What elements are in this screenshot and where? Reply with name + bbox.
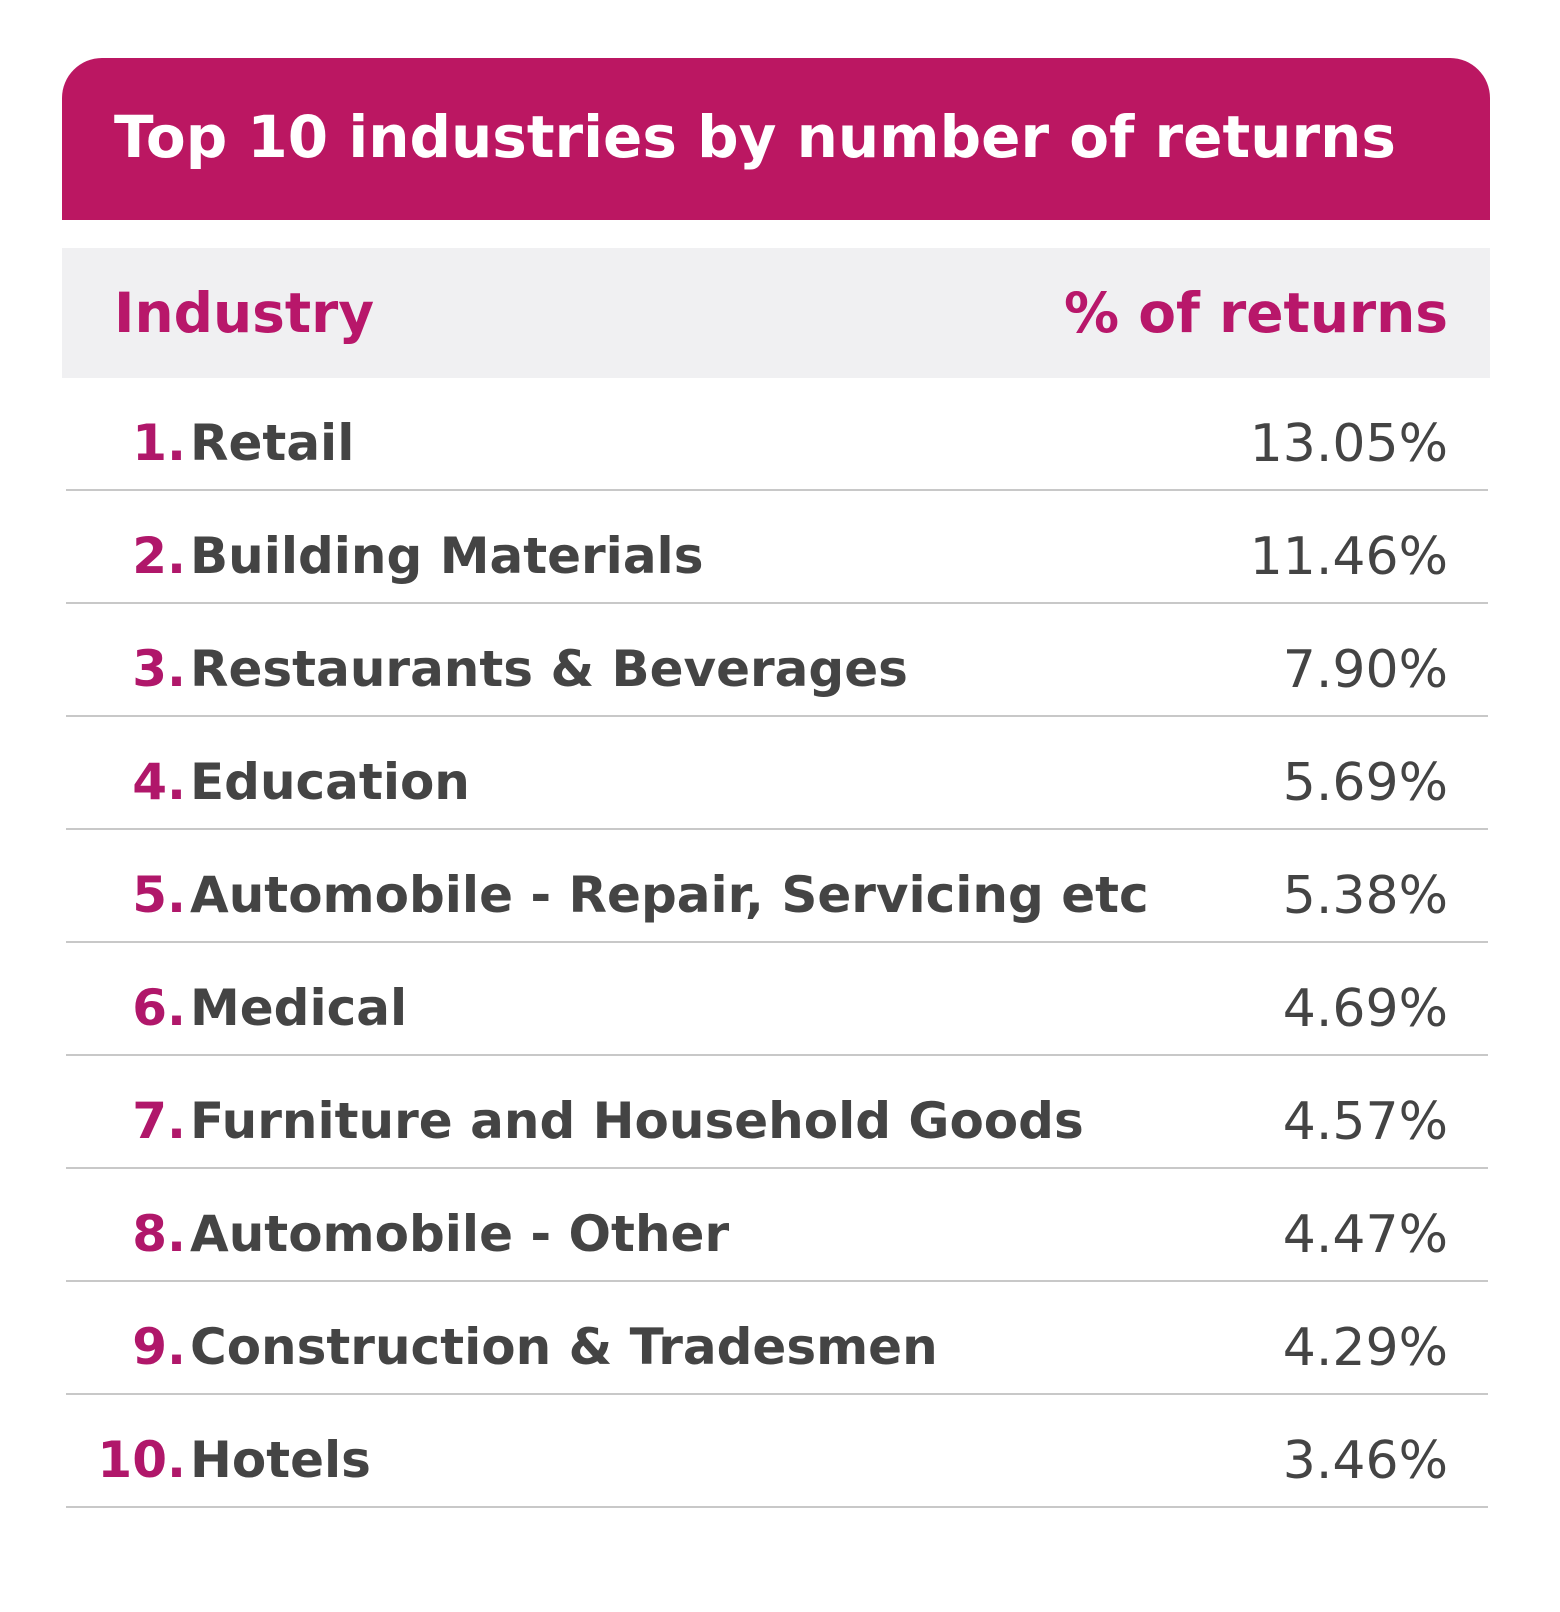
row-percent-value: 13.05%	[1249, 414, 1448, 474]
row-rank: 5.	[132, 866, 186, 924]
row-percent-value: 11.46%	[1249, 527, 1448, 587]
header-percent-of-returns: % of returns	[1063, 281, 1448, 345]
row-rank: 9.	[132, 1318, 186, 1376]
table-row: 8. Automobile - Other 4.47%	[66, 1169, 1488, 1282]
row-rank: 3.	[132, 640, 186, 698]
table-row: 10. Hotels 3.46%	[66, 1395, 1488, 1508]
table-row: 7. Furniture and Household Goods 4.57%	[66, 1056, 1488, 1169]
table-row: 1. Retail 13.05%	[66, 378, 1488, 491]
table-row: 4. Education 5.69%	[66, 717, 1488, 830]
row-percent-value: 5.69%	[1282, 753, 1448, 813]
row-percent-value: 7.90%	[1282, 640, 1448, 700]
industries-table-card: Top 10 industries by number of returns I…	[62, 58, 1490, 1508]
row-industry-name: Automobile - Repair, Servicing etc	[190, 866, 1149, 924]
table-row: 6. Medical 4.69%	[66, 943, 1488, 1056]
row-rank: 6.	[132, 979, 186, 1037]
header-industry: Industry	[114, 281, 375, 345]
row-rank: 4.	[132, 753, 186, 811]
table-header-row: Industry % of returns	[62, 248, 1490, 378]
row-industry-name: Retail	[190, 414, 355, 472]
row-rank: 7.	[132, 1092, 186, 1150]
row-industry-name: Building Materials	[190, 527, 704, 585]
row-percent-value: 4.57%	[1282, 1092, 1448, 1152]
row-industry-name: Education	[190, 753, 470, 811]
row-industry-name: Automobile - Other	[190, 1205, 730, 1263]
row-industry-name: Construction & Tradesmen	[190, 1318, 938, 1376]
title-bar: Top 10 industries by number of returns	[62, 58, 1490, 220]
row-percent-value: 5.38%	[1282, 866, 1448, 926]
row-rank: 2.	[132, 527, 186, 585]
table-row: 2. Building Materials 11.46%	[66, 491, 1488, 604]
row-rank: 8.	[132, 1205, 186, 1263]
row-percent-value: 4.69%	[1282, 979, 1448, 1039]
table-row: 5. Automobile - Repair, Servicing etc 5.38…	[66, 830, 1488, 943]
table-row: 9. Construction & Tradesmen 4.29%	[66, 1282, 1488, 1395]
row-percent-value: 4.47%	[1282, 1205, 1448, 1265]
row-industry-name: Restaurants & Beverages	[190, 640, 908, 698]
table-title: Top 10 industries by number of returns	[114, 103, 1396, 171]
row-percent-value: 4.29%	[1282, 1318, 1448, 1378]
row-industry-name: Medical	[190, 979, 408, 1037]
row-rank: 1.	[132, 414, 186, 472]
row-industry-name: Furniture and Household Goods	[190, 1092, 1084, 1150]
table-row: 3. Restaurants & Beverages 7.90%	[66, 604, 1488, 717]
row-rank: 10.	[97, 1431, 186, 1489]
table-body: 1. Retail 13.05% 2. Building Materials 11.46%…	[66, 378, 1488, 1508]
row-industry-name: Hotels	[190, 1431, 371, 1489]
row-percent-value: 3.46%	[1282, 1431, 1448, 1491]
